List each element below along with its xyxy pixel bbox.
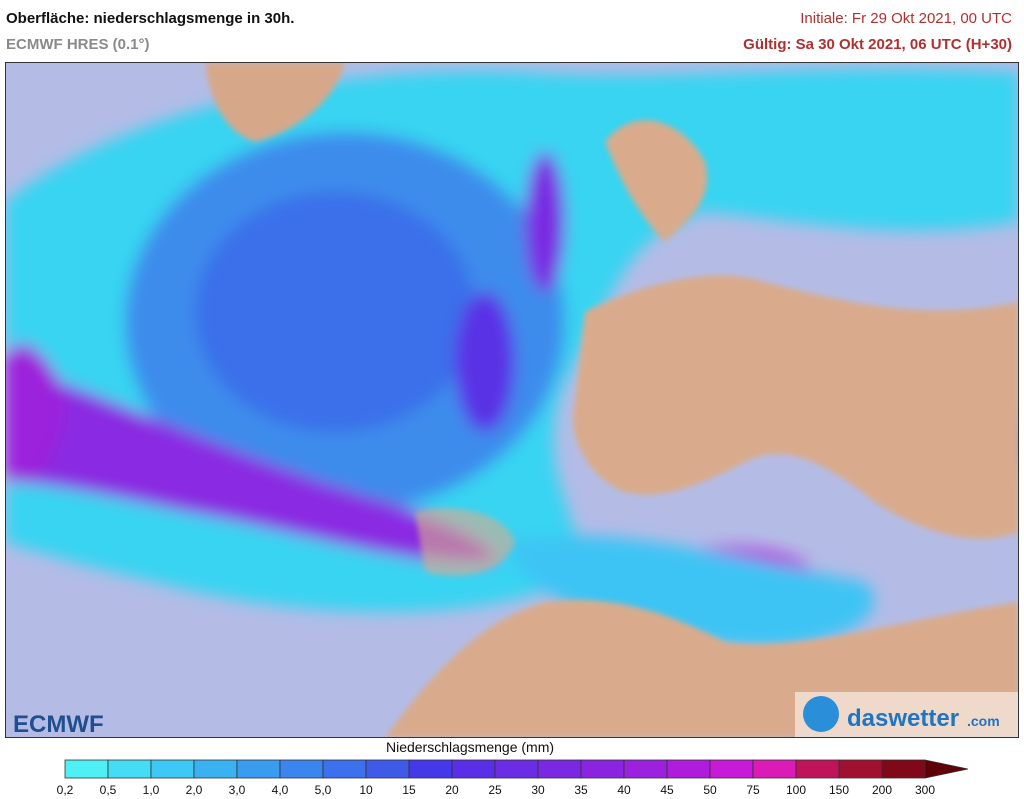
legend-tick-label: 50 (703, 783, 717, 797)
legend-title: Niederschlagsmenge (mm) (386, 739, 554, 755)
color-swatch (709, 759, 754, 779)
title: Oberfläche: niederschlagsmenge in 30h. (6, 10, 295, 27)
color-swatch (881, 759, 926, 779)
legend-tick-label: 5,0 (315, 783, 332, 797)
legend-tick-label: 0,2 (57, 783, 74, 797)
color-swatch (408, 759, 453, 779)
legend-tick-label: 40 (617, 783, 631, 797)
legend-tick-label: 200 (872, 783, 892, 797)
color-swatch (236, 759, 281, 779)
color-swatch (795, 759, 840, 779)
color-swatch (365, 759, 410, 779)
color-swatch (666, 759, 711, 779)
color-swatch (150, 759, 195, 779)
color-swatch (193, 759, 238, 779)
legend-tick-label: 75 (746, 783, 760, 797)
color-swatch (537, 759, 582, 779)
color-swatch (107, 759, 152, 779)
initial-time: Initiale: Fr 29 Okt 2021, 00 UTC (800, 10, 1012, 27)
color-swatch (451, 759, 496, 779)
legend-tick-label: 100 (786, 783, 806, 797)
color-swatch (838, 759, 883, 779)
legend-tick-label: 3,0 (229, 783, 246, 797)
legend-tick-label: 45 (660, 783, 674, 797)
legend-tick-label: 0,5 (100, 783, 117, 797)
legend-tick-label: 300 (915, 783, 935, 797)
legend-tick-label: 10 (359, 783, 373, 797)
color-swatch (494, 759, 539, 779)
colorbar: Niederschlagsmenge (mm) 0,2 0,5 1,0 2,0 3,0 4… (57, 739, 969, 797)
legend-tick-label: 2,0 (186, 783, 203, 797)
legend-tick-label: 1,0 (143, 783, 160, 797)
legend-tick-label: 150 (829, 783, 849, 797)
subtitle: ECMWF HRES (0.1°) (6, 36, 150, 53)
logo-ecmwf: ECMWF (13, 711, 104, 738)
precip-field (5, 69, 1019, 648)
logo-daswetter: daswetter .com (795, 692, 1019, 738)
map: ECMWF daswetter .com (5, 62, 1019, 738)
color-swatch (623, 759, 668, 779)
logo-right: daswetter (847, 705, 959, 732)
color-arrow (924, 759, 969, 779)
logo-right-suffix: .com (967, 713, 1000, 729)
color-swatch (322, 759, 367, 779)
legend-tick-label: 15 (402, 783, 416, 797)
color-swatch (64, 759, 109, 779)
color-swatch (580, 759, 625, 779)
color-swatch (279, 759, 324, 779)
color-swatch (752, 759, 797, 779)
logo-left: ECMWF (13, 711, 104, 738)
legend-tick-label: 35 (574, 783, 588, 797)
legend-tick-label: 20 (445, 783, 459, 797)
legend-tick-label: 30 (531, 783, 545, 797)
legend-tick-label: 25 (488, 783, 502, 797)
valid-time: Gültig: Sa 30 Okt 2021, 06 UTC (H+30) (743, 36, 1012, 53)
legend-tick-label: 4,0 (272, 783, 289, 797)
